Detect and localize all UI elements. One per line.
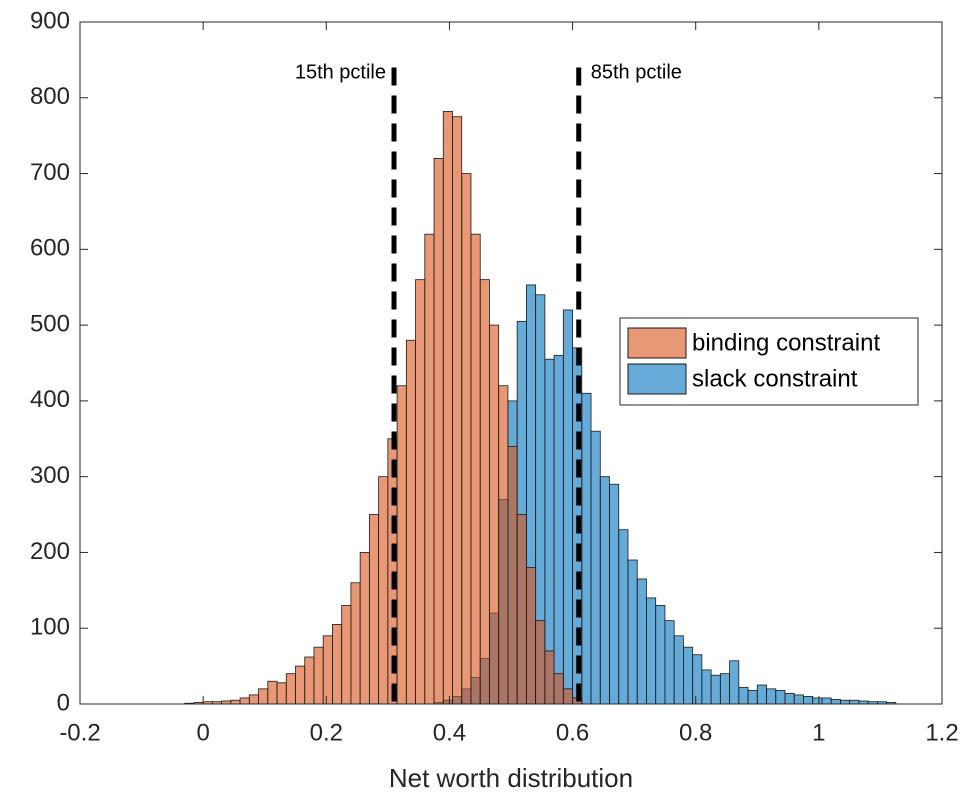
histogram-bar: [258, 688, 269, 705]
histogram-bar: [599, 476, 610, 705]
y-tick-label: 600: [30, 235, 70, 262]
histogram-bar: [849, 699, 860, 705]
histogram-bar: [590, 430, 601, 705]
histogram-bar: [267, 680, 278, 705]
x-tick-label: 1: [812, 719, 825, 746]
histogram-bar: [368, 514, 380, 705]
x-axis-label: Net worth distribution: [389, 763, 633, 793]
y-tick-label: 200: [30, 538, 70, 565]
histogram-bar: [664, 620, 675, 705]
histogram-bar: [775, 689, 786, 705]
histogram-bar: [424, 233, 435, 705]
x-tick-label: 0: [196, 719, 209, 746]
histogram-bar: [415, 279, 426, 705]
histogram-bar: [673, 635, 684, 705]
histogram-bar: [341, 605, 352, 705]
histogram-bar: [295, 665, 306, 705]
histogram-bar: [562, 688, 573, 705]
y-tick-label: 0: [57, 689, 70, 716]
y-tick-label: 300: [30, 462, 70, 489]
y-tick-label: 900: [30, 7, 70, 34]
histogram-bar: [655, 605, 666, 705]
histogram-bar: [710, 674, 721, 705]
y-tick-label: 700: [30, 159, 70, 186]
histogram-bar: [248, 694, 259, 705]
legend-label: slack constraint: [692, 365, 858, 392]
histogram-bar: [378, 476, 389, 705]
histogram-bar: [840, 699, 851, 705]
histogram-bar: [322, 635, 333, 705]
histogram-bar: [562, 309, 573, 705]
histogram-bar: [230, 699, 241, 705]
histogram-bar: [646, 597, 657, 705]
histogram-bar: [313, 646, 324, 705]
histogram-bar: [452, 116, 463, 705]
x-tick-label: -0.2: [59, 719, 100, 746]
x-tick-label: 1.2: [925, 719, 958, 746]
histogram-bar: [627, 559, 638, 705]
histogram-bar: [784, 692, 795, 705]
y-tick-label: 100: [30, 614, 70, 641]
histogram-bar: [553, 355, 564, 705]
histogram-bar: [738, 686, 749, 705]
histogram-bar: [396, 385, 407, 705]
histogram-bar: [812, 697, 823, 705]
histogram-bar: [830, 699, 841, 705]
legend-swatch: [627, 327, 687, 359]
histogram-bar: [359, 552, 370, 705]
histogram-bar: [618, 529, 629, 705]
histogram-bar: [516, 514, 527, 705]
histogram-bar: [285, 673, 296, 705]
histogram-bar: [544, 650, 555, 705]
histogram-bar: [507, 445, 518, 705]
histogram-bar: [747, 689, 758, 705]
plot-frame: [79, 21, 943, 705]
histogram-bar: [535, 620, 546, 705]
x-tick-label: 0.4: [433, 719, 466, 746]
histogram-bar: [442, 111, 453, 705]
percentile-label: 85th pctile: [591, 62, 682, 84]
histogram-bar: [498, 385, 509, 705]
histogram-bar: [470, 233, 481, 705]
histogram-bar: [766, 688, 777, 705]
histogram-bar: [525, 567, 537, 705]
histogram-bar: [719, 673, 730, 705]
x-tick-label: 0.8: [679, 719, 712, 746]
histogram-bar: [405, 339, 416, 705]
histogram-bar: [239, 697, 250, 705]
legend-swatch: [627, 363, 687, 395]
legend-label: binding constraint: [692, 329, 880, 356]
histogram-bar: [756, 684, 767, 705]
y-tick-label: 400: [30, 386, 70, 413]
histogram-bar: [461, 173, 472, 705]
histogram-bar: [821, 697, 832, 705]
y-tick-label: 500: [30, 310, 70, 337]
histogram-bar: [581, 392, 592, 705]
percentile-label: 15th pctile: [295, 62, 386, 84]
histogram-bar: [489, 324, 500, 705]
histogram-bar: [553, 673, 564, 705]
histogram-bar: [701, 669, 712, 705]
x-tick-label: 0.2: [310, 719, 343, 746]
histogram-bar: [729, 660, 740, 705]
histogram-bar: [636, 578, 647, 705]
histogram-bar: [433, 157, 444, 705]
y-tick-label: 800: [30, 83, 70, 110]
histogram-bar: [692, 654, 703, 705]
histogram-bar: [479, 279, 490, 705]
histogram-bar: [332, 624, 343, 705]
histogram-bar: [609, 483, 620, 705]
histogram-bar: [793, 694, 804, 705]
x-tick-label: 0.6: [556, 719, 589, 746]
histogram-bar: [304, 656, 315, 705]
histogram-bar: [276, 682, 287, 705]
histogram-bar: [350, 582, 361, 705]
histogram-bar: [803, 696, 814, 705]
histogram-bar: [683, 646, 694, 705]
